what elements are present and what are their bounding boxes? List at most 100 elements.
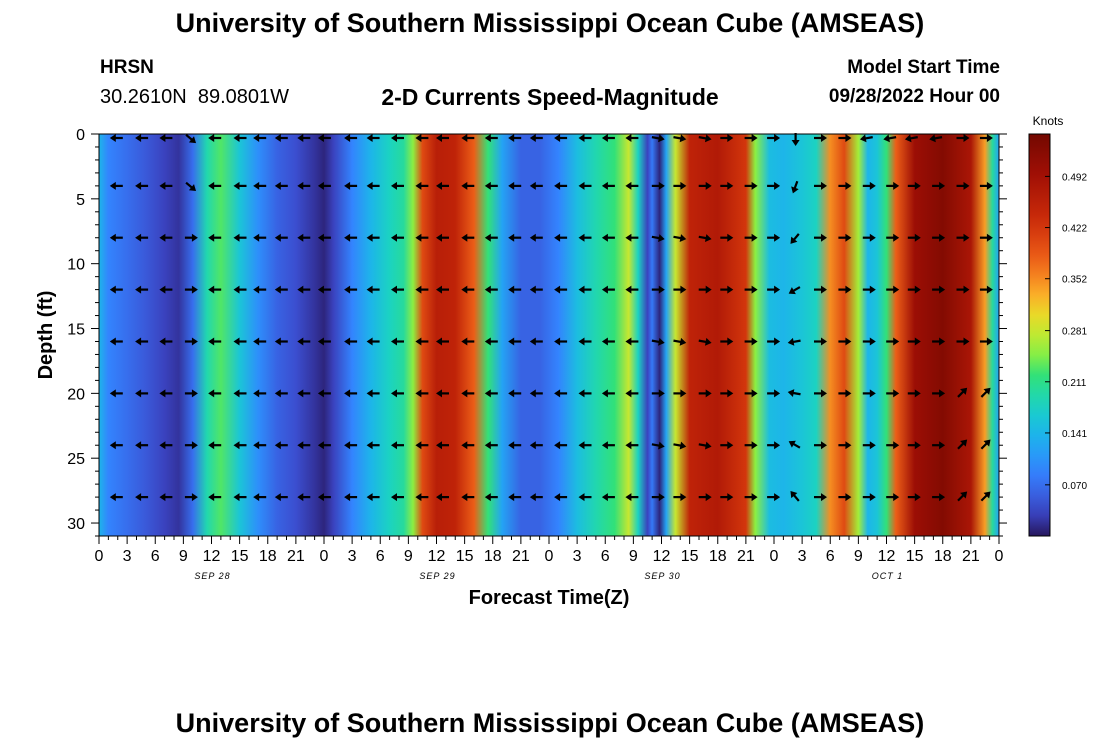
current-arrow [744, 233, 758, 242]
current-arrow [907, 285, 921, 294]
current-arrow [185, 181, 197, 192]
current-arrow [529, 441, 543, 450]
current-arrow [391, 389, 404, 398]
current-arrow [366, 337, 380, 346]
current-arrow [415, 285, 429, 294]
x-tick-label: 9 [179, 548, 188, 565]
page-title: University of Southern Mississippi Ocean… [175, 8, 925, 38]
current-arrow [883, 134, 897, 143]
x-tick-label: 21 [287, 548, 305, 565]
current-arrow [317, 441, 331, 450]
current-arrow [508, 134, 522, 142]
current-arrow [907, 389, 921, 398]
station-name: HRSN [100, 57, 154, 78]
current-arrow [814, 441, 827, 450]
current-arrow [886, 441, 900, 450]
current-arrow [862, 493, 876, 502]
current-arrow [651, 285, 665, 294]
y-axis-label: Depth (ft) [35, 291, 57, 380]
current-arrow [886, 233, 900, 242]
current-arrow [886, 181, 900, 190]
colorbar-bar [1028, 133, 1051, 537]
current-arrow [625, 285, 639, 294]
current-arrow [625, 389, 639, 398]
current-arrow [907, 493, 921, 502]
current-arrow [253, 441, 267, 450]
current-arrow [317, 181, 331, 190]
x-tick-label: 12 [653, 548, 671, 565]
current-arrow [814, 493, 827, 502]
current-arrow [297, 337, 311, 346]
current-arrow [135, 134, 149, 142]
current-arrow [601, 134, 615, 142]
current-arrow [461, 233, 475, 242]
current-arrow [578, 441, 592, 450]
current-arrow [720, 285, 734, 294]
current-arrow [862, 337, 876, 346]
station-coordinates: 30.2610N 89.0801W [100, 86, 290, 108]
current-arrow [391, 441, 404, 450]
x-tick-label: 15 [456, 548, 474, 565]
current-arrow [208, 389, 222, 398]
current-arrow [554, 181, 568, 190]
current-arrow [651, 234, 665, 242]
current-arrow [744, 181, 758, 190]
current-arrow [956, 181, 970, 190]
current-arrow [184, 389, 198, 398]
current-arrow [109, 337, 123, 346]
current-arrow [484, 181, 498, 190]
footer-title: University of Southern Mississippi Ocean… [175, 708, 925, 738]
current-arrow [980, 439, 991, 450]
current-arrow [838, 181, 852, 190]
current-arrow [135, 493, 149, 502]
x-tick-label: 15 [681, 548, 699, 565]
colorbar-tick-label: 0.211 [1062, 378, 1087, 389]
current-arrow [578, 337, 592, 346]
current-arrow [436, 134, 449, 142]
current-arrow [184, 233, 198, 242]
y-tick-label: 25 [67, 451, 85, 468]
current-arrow [461, 441, 475, 450]
heatmap-area [99, 134, 999, 536]
current-arrow [767, 233, 781, 242]
current-arrow [601, 493, 615, 502]
current-arrow [767, 181, 781, 190]
current-arrow [366, 233, 380, 242]
current-arrow [956, 233, 970, 242]
current-arrow [956, 285, 970, 294]
current-arrow [159, 233, 173, 242]
speed-heatmap [99, 134, 999, 536]
current-arrow [415, 493, 429, 502]
current-arrow [744, 441, 758, 450]
current-arrow [698, 493, 712, 502]
current-arrow [366, 181, 380, 190]
current-arrow [651, 134, 665, 143]
current-arrow [253, 389, 267, 398]
current-arrow [601, 233, 615, 242]
x-axis-label: Forecast Time(Z) [469, 587, 630, 609]
current-arrow [625, 493, 639, 502]
y-tick-label: 30 [67, 516, 85, 533]
current-arrow [791, 133, 800, 146]
colorbar-tick-label: 0.422 [1062, 224, 1087, 235]
current-arrow [208, 493, 222, 502]
current-arrow [317, 389, 331, 398]
current-arrow [578, 285, 592, 294]
current-arrow [862, 389, 876, 398]
current-arrow [159, 181, 173, 190]
x-tick-label: 3 [348, 548, 357, 565]
current-arrow [932, 389, 946, 398]
x-tick-label: 0 [545, 548, 554, 565]
current-arrow [159, 337, 173, 346]
current-arrow [415, 337, 429, 346]
current-arrow [651, 493, 665, 502]
current-arrow [461, 389, 475, 398]
current-arrow [436, 441, 449, 450]
current-arrow [625, 181, 639, 190]
current-arrow [744, 337, 758, 346]
current-arrow [135, 441, 149, 450]
current-arrow [651, 337, 665, 346]
current-arrow [698, 285, 712, 294]
current-arrow [461, 134, 475, 142]
current-arrow [698, 181, 712, 190]
